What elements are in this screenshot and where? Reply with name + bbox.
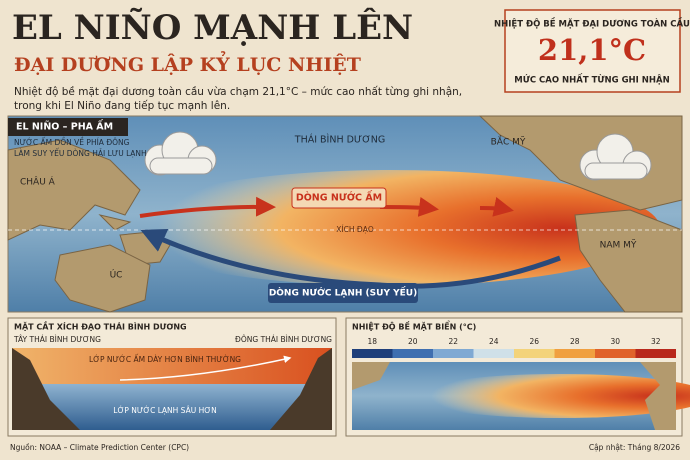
land-asia bbox=[7, 139, 141, 241]
scale-tick-label: 30 bbox=[610, 337, 620, 346]
warm-layer bbox=[12, 348, 332, 384]
sst-land-east bbox=[640, 362, 676, 430]
stat-box bbox=[504, 9, 681, 93]
east-label: ĐÔNG THÁI BÌNH DƯƠNG bbox=[235, 335, 332, 344]
scale-tick-label: 28 bbox=[570, 337, 580, 346]
sst-warm-pool bbox=[410, 374, 690, 418]
source: Nguồn: NOAA – Climate Prediction Center … bbox=[10, 443, 189, 452]
stat-note: MỨC CAO NHẤT TỪNG GHI NHẬN bbox=[514, 73, 669, 86]
badge: EL NIÑO – PHA ẤM bbox=[16, 120, 113, 133]
scale-tick-label: 20 bbox=[408, 337, 418, 346]
land-south-america bbox=[574, 209, 683, 313]
warm-arrow bbox=[379, 196, 439, 217]
scale-swatch bbox=[595, 349, 636, 358]
scale-swatch bbox=[635, 349, 676, 358]
scale-swatch bbox=[473, 349, 514, 358]
updated: Cập nhật: Tháng 8/2026 bbox=[589, 443, 680, 452]
warm-label-box bbox=[291, 187, 387, 209]
title: EL NIÑO MẠNH LÊN bbox=[12, 7, 413, 48]
cold-layer-label: LỚP NƯỚC LẠNH SÂU HƠN bbox=[113, 406, 216, 415]
cloud-west bbox=[144, 131, 217, 176]
land-east bbox=[270, 348, 332, 430]
land-australia bbox=[54, 244, 151, 313]
label-north-america: BẮC MỸ bbox=[491, 135, 526, 148]
scale-swatch bbox=[514, 349, 555, 358]
label-australia: ÚC bbox=[110, 269, 123, 281]
label-pacific: THÁI BÌNH DƯƠNG bbox=[294, 134, 385, 146]
scale-tick-label: 24 bbox=[489, 337, 499, 346]
cloud-east bbox=[579, 133, 652, 181]
subtitle: ĐẠI DƯƠNG LẬP KỶ LỤC NHIỆT bbox=[14, 50, 361, 76]
warm-arrow bbox=[139, 196, 276, 218]
map-caption: NƯỚC ẤM DỒN VỀ PHÍA ĐÔNG bbox=[14, 137, 130, 147]
land-west bbox=[12, 348, 80, 430]
warm-arrow bbox=[479, 197, 514, 217]
scale-swatch bbox=[433, 349, 474, 358]
warm-current-label: DÒNG NƯỚC ẤM bbox=[296, 191, 382, 204]
intro-line: trong khi El Niño đang tiếp tục mạnh lên… bbox=[14, 100, 230, 112]
sst-land-west bbox=[352, 362, 390, 390]
cold-current-label: DÒNG NƯỚC LẠNH (SUY YẾU) bbox=[269, 286, 417, 299]
label-asia: CHÂU Á bbox=[20, 176, 56, 188]
west-label: TÂY THÁI BÌNH DƯƠNG bbox=[13, 335, 101, 344]
cold-label-box bbox=[268, 283, 418, 303]
map-caption: LÀM SUY YẾU DÒNG HẢI LƯU LẠNH bbox=[14, 148, 147, 158]
scale-tick-label: 22 bbox=[448, 337, 458, 346]
stat-value: 21,1°C bbox=[538, 33, 646, 67]
scale-tick-label: 26 bbox=[529, 337, 539, 346]
stat-label: NHIỆT ĐỘ BỀ MẶT ĐẠI DƯƠNG TOÀN CẦU bbox=[494, 17, 690, 30]
scale-swatch bbox=[392, 349, 433, 358]
warm-pool bbox=[120, 170, 660, 286]
sst-title: NHIỆT ĐỘ BỀ MẶT BIỂN (°C) bbox=[352, 320, 476, 332]
intro-line: Nhiệt độ bề mặt đại dương toàn cầu vừa c… bbox=[14, 86, 462, 98]
label-equator: XÍCH ĐẠO bbox=[336, 225, 374, 234]
cross-section-title: MẶT CẮT XÍCH ĐẠO THÁI BÌNH DƯƠNG bbox=[14, 320, 187, 332]
scale-swatch bbox=[352, 349, 393, 358]
scale-swatch bbox=[554, 349, 595, 358]
scale-tick-label: 18 bbox=[367, 337, 377, 346]
cross-arrow bbox=[119, 355, 292, 381]
scale-tick-label: 32 bbox=[651, 337, 661, 346]
color-scale: 18 20 22 24 26 28 30 32 bbox=[352, 337, 676, 358]
warm-layer-label: LỚP NƯỚC ẤM DÀY HƠN BÌNH THƯỜNG bbox=[89, 354, 241, 364]
badge-box bbox=[8, 118, 128, 136]
label-south-america: NAM MỸ bbox=[600, 240, 637, 251]
